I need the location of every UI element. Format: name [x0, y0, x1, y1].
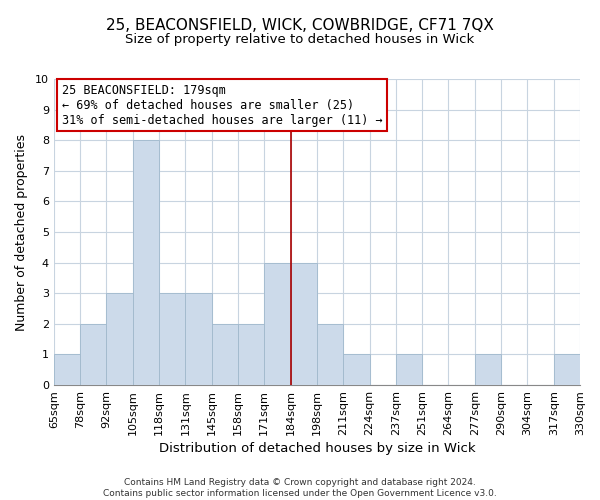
Bar: [238, 324, 264, 385]
Text: Contains HM Land Registry data © Crown copyright and database right 2024.
Contai: Contains HM Land Registry data © Crown c…: [103, 478, 497, 498]
Bar: [317, 324, 343, 385]
Bar: [133, 140, 159, 385]
Text: 25 BEACONSFIELD: 179sqm
← 69% of detached houses are smaller (25)
31% of semi-de: 25 BEACONSFIELD: 179sqm ← 69% of detache…: [62, 84, 382, 126]
Bar: [343, 354, 370, 385]
Bar: [54, 354, 80, 385]
Text: 25, BEACONSFIELD, WICK, COWBRIDGE, CF71 7QX: 25, BEACONSFIELD, WICK, COWBRIDGE, CF71 …: [106, 18, 494, 32]
Bar: [159, 293, 185, 385]
Bar: [185, 293, 212, 385]
Bar: [290, 262, 317, 385]
Bar: [554, 354, 580, 385]
Y-axis label: Number of detached properties: Number of detached properties: [15, 134, 28, 330]
Bar: [106, 293, 133, 385]
Bar: [396, 354, 422, 385]
Bar: [212, 324, 238, 385]
X-axis label: Distribution of detached houses by size in Wick: Distribution of detached houses by size …: [158, 442, 475, 455]
Text: Size of property relative to detached houses in Wick: Size of property relative to detached ho…: [125, 32, 475, 46]
Bar: [475, 354, 501, 385]
Bar: [80, 324, 106, 385]
Bar: [264, 262, 290, 385]
